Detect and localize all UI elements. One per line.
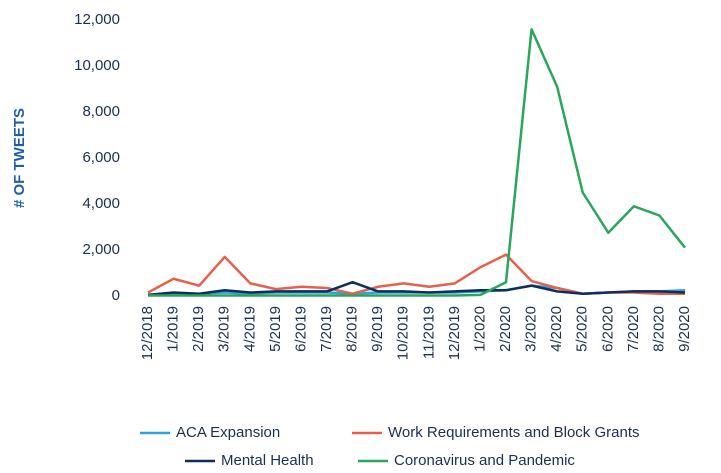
x-tick-label: 6/2020 — [599, 306, 616, 352]
x-tick-label: 11/2019 — [420, 306, 437, 359]
x-tick-label: 5/2019 — [267, 306, 284, 352]
y-tick-label: 2,000 — [82, 241, 120, 258]
x-tick-label: 5/2020 — [574, 306, 591, 352]
legend-label: Mental Health — [221, 452, 314, 469]
y-tick-label: 4,000 — [82, 195, 120, 212]
y-tick-label: 0 — [112, 287, 120, 304]
x-tick-label: 6/2019 — [292, 306, 309, 352]
x-tick-label: 7/2020 — [625, 306, 642, 352]
y-axis-title: # OF TWEETS — [11, 108, 28, 208]
x-tick-label: 1/2020 — [471, 306, 488, 352]
series-line — [148, 27, 686, 297]
x-tick-label: 10/2019 — [395, 306, 412, 360]
x-tick-label: 8/2020 — [650, 306, 667, 352]
x-tick-label: 3/2019 — [216, 306, 233, 352]
x-tick-label: 3/2020 — [523, 306, 540, 352]
x-tick-label: 12/2019 — [446, 306, 463, 360]
legend-label: ACA Expansion — [176, 424, 280, 441]
y-tick-label: 12,000 — [74, 11, 120, 28]
y-tick-label: 10,000 — [74, 57, 120, 74]
legend-label: Coronavirus and Pandemic — [394, 452, 575, 469]
x-tick-label: 12/2018 — [139, 306, 156, 360]
y-tick-label: 6,000 — [82, 149, 120, 166]
x-tick-label: 7/2019 — [318, 306, 335, 352]
series-line — [147, 253, 685, 295]
x-tick-label: 4/2019 — [241, 306, 258, 352]
x-tick-label: 1/2019 — [165, 306, 182, 352]
legend-label: Work Requirements and Block Grants — [388, 424, 640, 441]
y-tick-label: 8,000 — [82, 103, 120, 120]
x-tick-label: 9/2019 — [369, 306, 386, 352]
x-tick-label: 4/2020 — [548, 306, 565, 352]
x-tick-label: 2/2020 — [497, 306, 514, 352]
x-tick-label: 2/2019 — [190, 306, 207, 352]
x-tick-label: 8/2019 — [344, 306, 361, 352]
x-tick-label: 9/2020 — [676, 306, 693, 352]
series-line — [147, 280, 686, 297]
